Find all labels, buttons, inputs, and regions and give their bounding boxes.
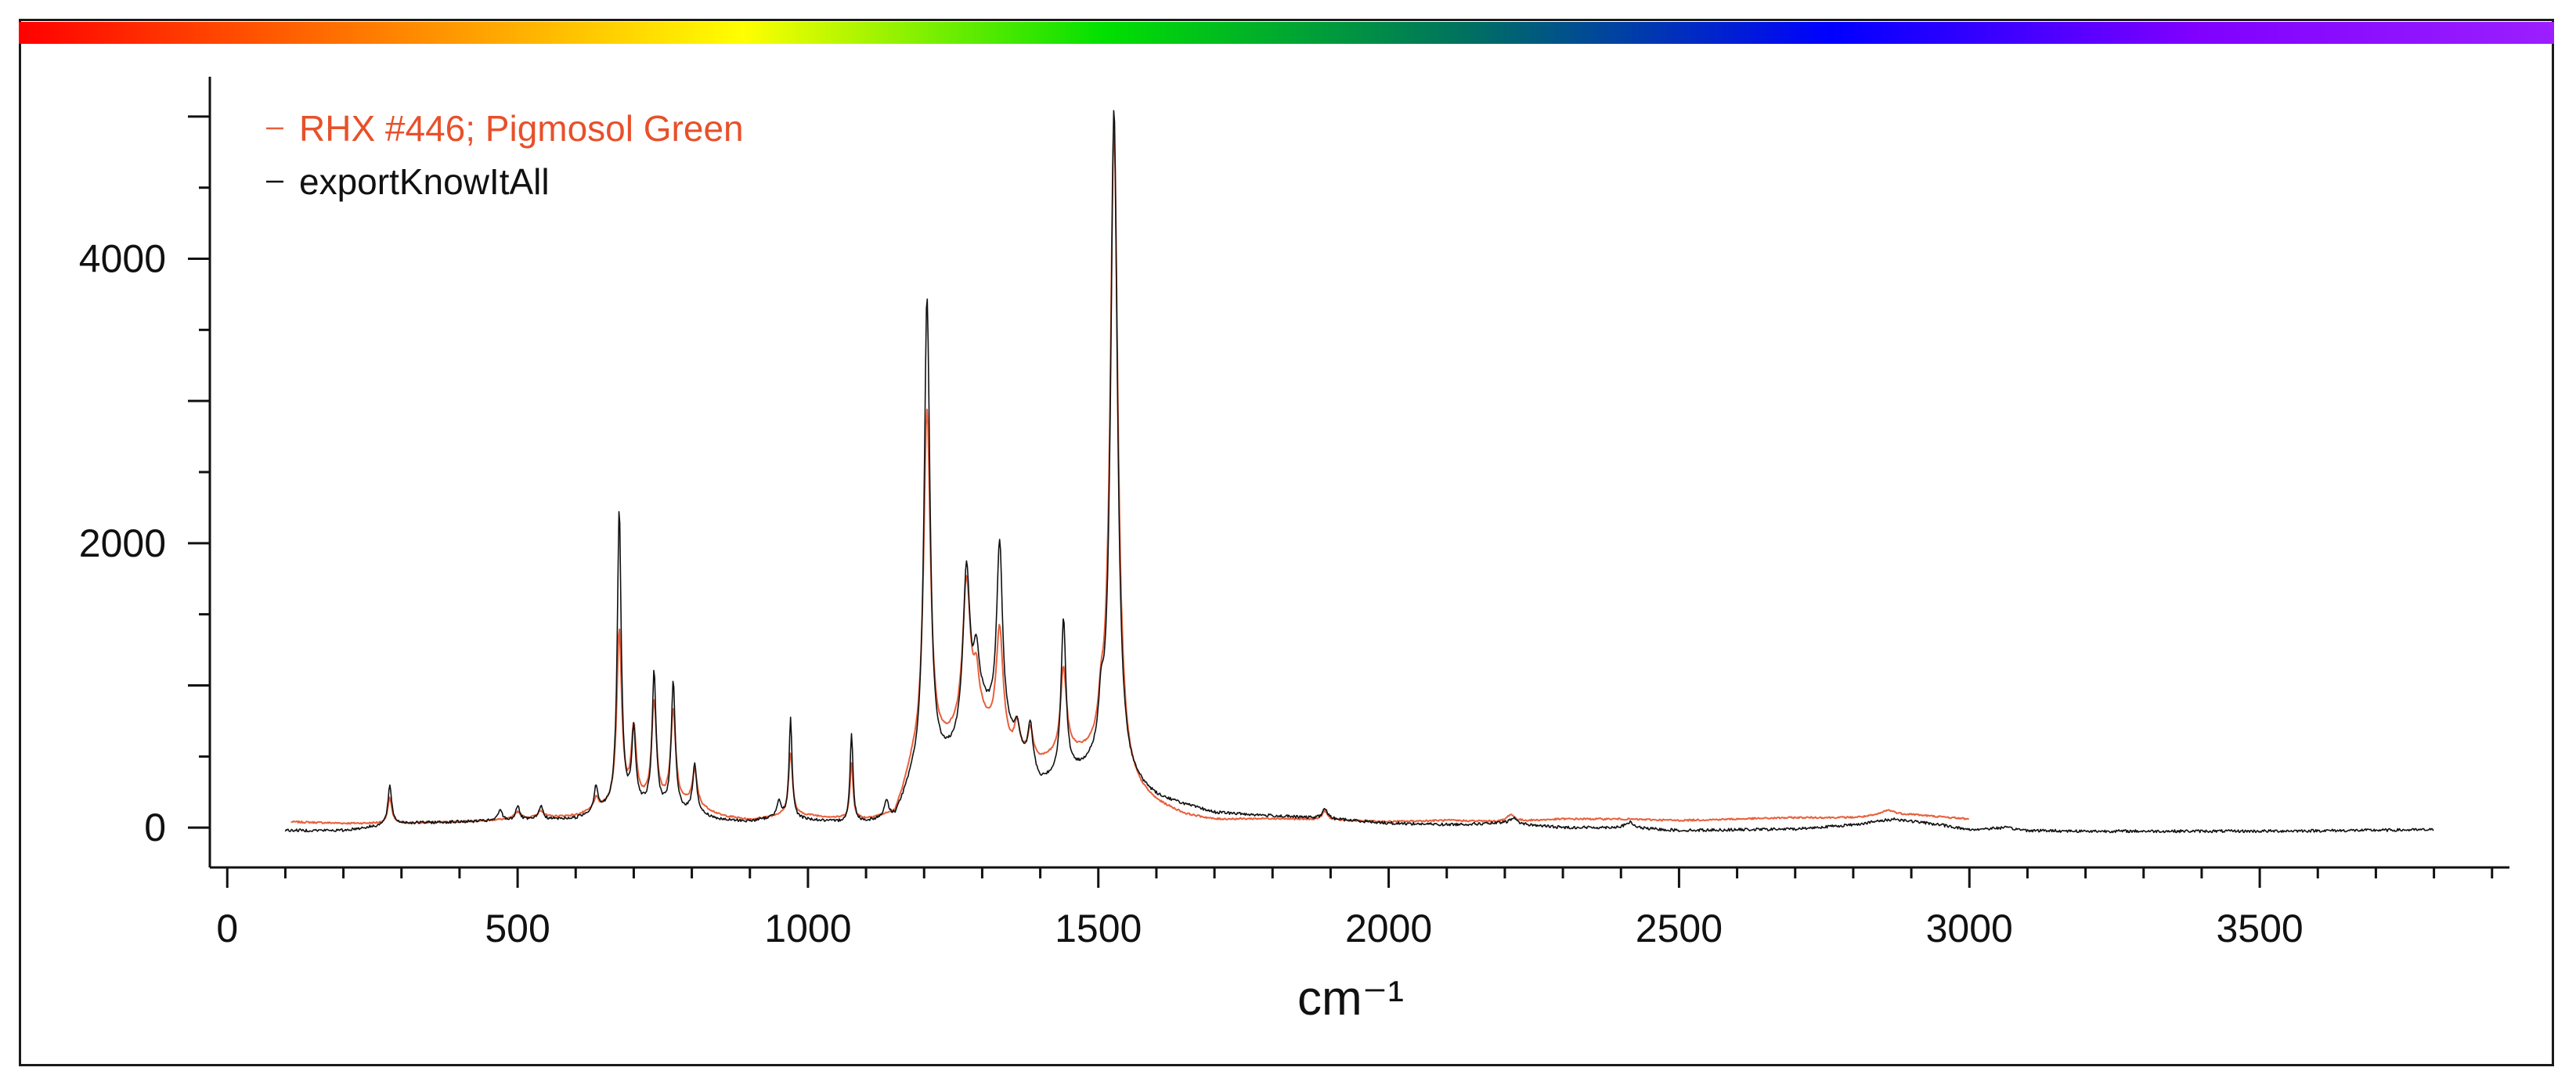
series-line-0 — [290, 132, 1970, 825]
legend-label-1: exportKnowItAll — [299, 161, 550, 202]
y-axis-ticks: 0 2000 4000 — [79, 115, 210, 849]
series-layer — [284, 110, 2434, 834]
x-tick-label: 2000 — [1345, 907, 1432, 950]
chart-frame — [19, 19, 2554, 1066]
y-tick-label: 0 — [144, 806, 166, 849]
legend-label-0: RHX #446; Pigmosol Green — [299, 108, 744, 149]
x-tick-label: 2500 — [1636, 907, 1723, 950]
axes — [208, 77, 2509, 869]
spectrum-color-bar-fill — [19, 22, 2554, 44]
x-tick-label: 3000 — [1926, 907, 2013, 950]
series-line-1 — [284, 110, 2434, 834]
x-tick-label: 500 — [485, 907, 550, 950]
y-tick-label: 4000 — [79, 237, 166, 281]
y-tick-label: 2000 — [79, 521, 166, 565]
spectrum-color-bar — [19, 22, 2554, 44]
x-axis-ticks: 0 500 1000 1500 2000 2500 3000 3500 — [216, 867, 2494, 950]
legend: RHX #446; Pigmosol Green exportKnowItAll — [266, 108, 744, 202]
x-axis-label: cm⁻¹ — [1297, 972, 1404, 1026]
x-tick-label: 1500 — [1055, 907, 1142, 950]
x-tick-label: 3500 — [2216, 907, 2303, 950]
x-tick-label: 1000 — [764, 907, 851, 950]
x-tick-label: 0 — [216, 907, 238, 950]
